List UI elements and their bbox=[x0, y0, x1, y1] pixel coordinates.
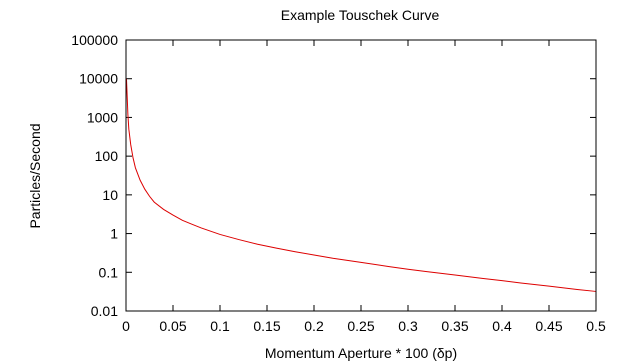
y-tick-label: 10 bbox=[102, 187, 118, 203]
x-tick-label: 0.45 bbox=[535, 318, 562, 334]
x-tick-label: 0.35 bbox=[441, 318, 468, 334]
x-tick-label: 0.3 bbox=[398, 318, 418, 334]
y-tick-label: 100000 bbox=[71, 32, 118, 48]
tick-labels-layer: 0 0.05 0.1 0.15 0.2 0.25 0.3 0.35 0.4 0.45 0.5 0.01… bbox=[71, 32, 606, 334]
y-tick-label: 1000 bbox=[87, 109, 118, 125]
x-tick-label: 0.1 bbox=[210, 318, 230, 334]
x-tick-label: 0.5 bbox=[586, 318, 606, 334]
ticks-layer bbox=[125, 39, 597, 312]
y-axis-title: Particles/Second bbox=[27, 123, 43, 228]
x-tick-label: 0 bbox=[122, 318, 130, 334]
x-tick-label: 0.25 bbox=[347, 318, 374, 334]
y-tick-label: 10000 bbox=[79, 71, 118, 87]
y-tick-label: 0.01 bbox=[91, 303, 118, 319]
y-tick-label: 0.1 bbox=[99, 264, 119, 280]
plot-frame bbox=[125, 39, 597, 312]
x-axis-title: Momentum Aperture * 100 (δp) bbox=[265, 345, 457, 361]
y-tick-label: 100 bbox=[95, 148, 119, 164]
x-tick-label: 0.4 bbox=[492, 318, 512, 334]
x-tick-label: 0.2 bbox=[304, 318, 324, 334]
series-line bbox=[125, 78, 597, 292]
x-tick-label: 0.15 bbox=[253, 318, 280, 334]
y-tick-label: 1 bbox=[110, 226, 118, 242]
chart-title: Example Touschek Curve bbox=[281, 7, 440, 23]
x-tick-label: 0.05 bbox=[159, 318, 186, 334]
